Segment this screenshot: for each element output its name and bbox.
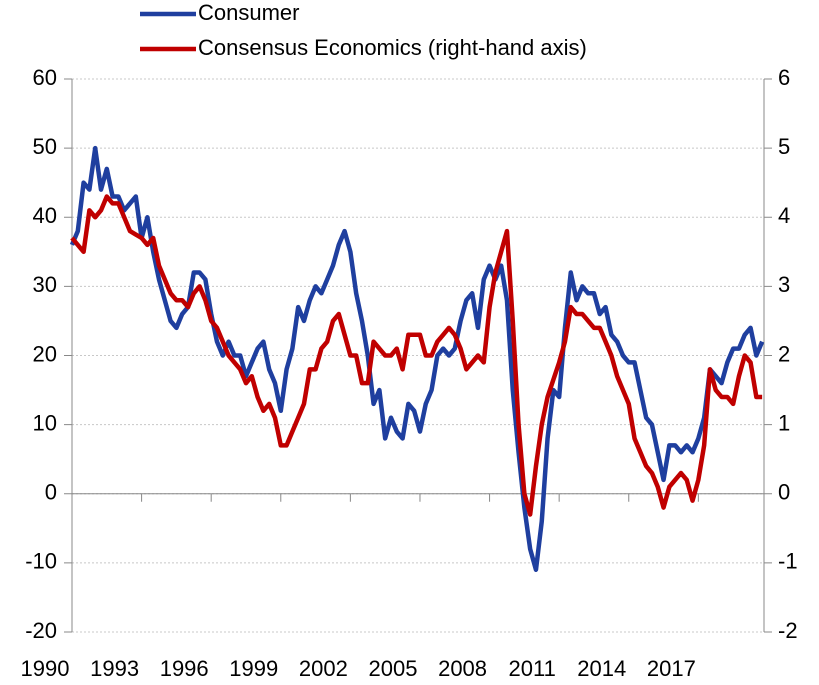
y-tick-label: 20: [33, 341, 57, 366]
x-tick-label: 2017: [647, 656, 696, 681]
y-tick-label: -10: [25, 549, 57, 574]
y2-tick-label: 3: [778, 272, 790, 297]
series-line: [70, 194, 763, 517]
y2-tick-label: -2: [778, 618, 798, 643]
x-tick-label: 2014: [577, 656, 626, 681]
x-tick-label: 2005: [368, 656, 417, 681]
y2-tick-label: 2: [778, 341, 790, 366]
x-tick-label: 2002: [299, 656, 348, 681]
y-tick-label: 50: [33, 134, 57, 159]
legend-label: Consensus Economics (right-hand axis): [198, 35, 587, 60]
x-tick-label: 1990: [21, 656, 70, 681]
y2-tick-label: 0: [778, 480, 790, 505]
y-tick-label: 40: [33, 203, 57, 228]
y2-tick-label: 1: [778, 410, 790, 435]
x-tick-label: 2011: [509, 656, 556, 681]
y2-tick-label: -1: [778, 549, 798, 574]
y-tick-label: 60: [33, 65, 57, 90]
y-tick-label: 30: [33, 272, 57, 297]
y-tick-label: 0: [45, 480, 57, 505]
x-tick-label: 1996: [160, 656, 209, 681]
series-line: [69, 145, 765, 573]
x-tick-label: 2008: [438, 656, 487, 681]
y-tick-label: 10: [33, 410, 57, 435]
y2-tick-label: 4: [778, 203, 790, 228]
x-tick-label: 1993: [90, 656, 139, 681]
legend-label: Consumer: [198, 0, 299, 25]
y2-tick-label: 6: [778, 65, 790, 90]
y2-tick-label: 5: [778, 134, 790, 159]
x-tick-label: 1999: [229, 656, 278, 681]
y-tick-label: -20: [25, 618, 57, 643]
